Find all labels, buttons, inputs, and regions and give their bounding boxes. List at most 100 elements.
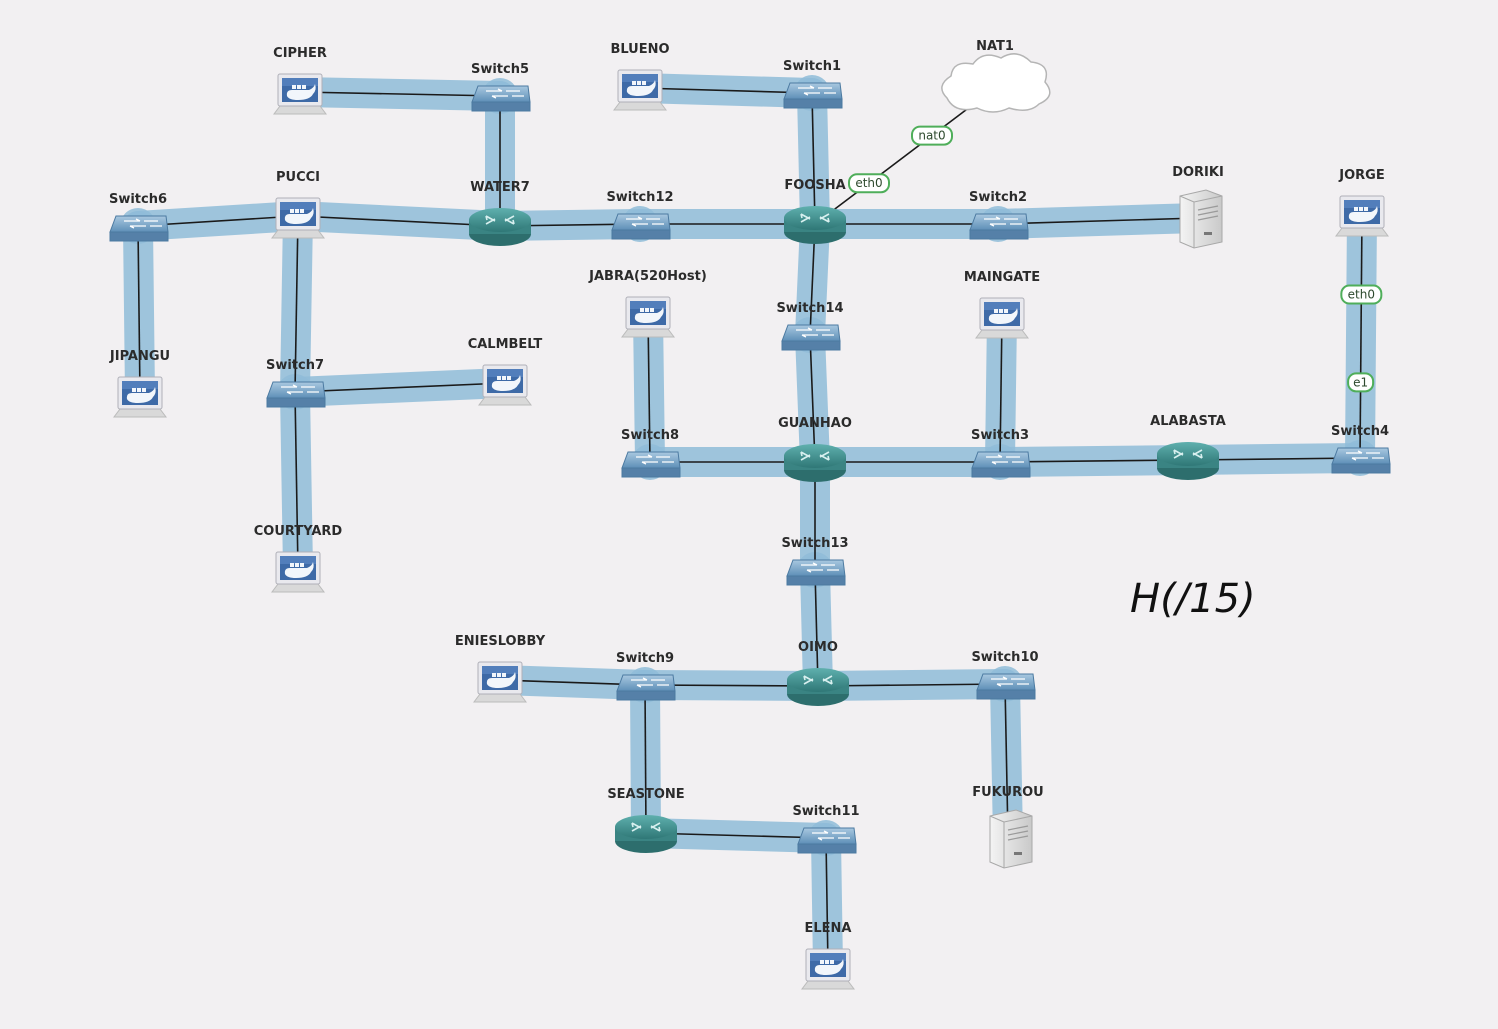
- node-label-doriki: DORIKI: [1172, 165, 1224, 180]
- node-switch1-switch-icon[interactable]: [783, 82, 843, 109]
- labels-layer: CIPHER Switch5 BLUENO Switch1 NAT1 Switch6 PUC…: [109, 39, 1389, 936]
- node-label-alabasta: ALABASTA: [1150, 414, 1226, 429]
- link-maingate-switch3[interactable]: [999, 315, 1003, 463]
- node-label-switch14: Switch14: [776, 301, 843, 316]
- node-label-switch3: Switch3: [971, 428, 1029, 443]
- node-switch7-switch-icon[interactable]: [266, 381, 326, 408]
- link-oimo-switch10[interactable]: [817, 683, 1006, 687]
- link-switch1-foosha[interactable]: [811, 92, 816, 225]
- node-label-maingate: MAINGATE: [964, 270, 1040, 285]
- node-switch2-switch-icon[interactable]: [969, 213, 1029, 240]
- iface-badge-eth0: eth0: [848, 173, 890, 194]
- node-calmbelt-host-icon[interactable]: [478, 364, 532, 406]
- iface-label: e1: [1353, 375, 1368, 389]
- node-label-pucci: PUCCI: [276, 170, 320, 185]
- node-nat1-cloud-icon[interactable]: [941, 53, 1051, 113]
- link-switch9-seastone[interactable]: [644, 684, 647, 834]
- node-jipangu-host-icon[interactable]: [113, 376, 167, 418]
- node-switch12-switch-icon[interactable]: [611, 213, 671, 240]
- node-label-enieslobby: ENIESLOBBY: [455, 634, 546, 649]
- node-switch11-switch-icon[interactable]: [797, 827, 857, 854]
- link-cipher-switch5[interactable]: [299, 91, 501, 97]
- node-oimo-router-icon[interactable]: [787, 668, 849, 706]
- node-label-seastone: SEASTONE: [607, 787, 684, 802]
- node-alabasta-router-icon[interactable]: [1157, 442, 1219, 480]
- link-switch2-doriki[interactable]: [997, 217, 1199, 225]
- link-pucci-water7[interactable]: [297, 215, 501, 227]
- iface-badge-nat0: nat0: [911, 125, 953, 146]
- node-label-blueno: BLUENO: [610, 42, 669, 57]
- node-label-guanhao: GUANHAO: [778, 416, 852, 431]
- node-label-courtyard: COURTYARD: [254, 524, 343, 539]
- handwritten-note: H(/15): [1130, 576, 1256, 622]
- node-label-switch11: Switch11: [792, 804, 859, 819]
- node-switch13-switch-icon[interactable]: [786, 559, 846, 586]
- node-enieslobby-host-icon[interactable]: [473, 661, 527, 703]
- link-switch7-calmbelt[interactable]: [294, 382, 506, 393]
- node-label-switch12: Switch12: [606, 190, 673, 205]
- node-switch6-switch-icon[interactable]: [109, 215, 169, 242]
- node-label-foosha: FOOSHA: [784, 178, 845, 193]
- node-fukurou-server-icon[interactable]: [989, 809, 1033, 869]
- node-guanhao-router-icon[interactable]: [784, 444, 846, 482]
- node-label-jabra: JABRA(520Host): [588, 269, 707, 284]
- node-courtyard-host-icon[interactable]: [271, 551, 325, 593]
- link-switch3-alabasta[interactable]: [999, 459, 1189, 463]
- link-jabra-switch8[interactable]: [647, 314, 651, 463]
- node-switch9-switch-icon[interactable]: [616, 674, 676, 701]
- node-switch8-switch-icon[interactable]: [621, 451, 681, 478]
- node-label-switch4: Switch4: [1331, 424, 1389, 439]
- iface-label: eth0: [1348, 288, 1375, 302]
- node-label-nat1: NAT1: [976, 39, 1014, 54]
- node-label-elena: ELENA: [805, 921, 852, 936]
- iface-label: eth0: [855, 176, 882, 190]
- iface-badge-eth0: eth0: [1340, 284, 1383, 305]
- node-cipher-host-icon[interactable]: [273, 73, 327, 115]
- node-jabra-host-icon[interactable]: [621, 296, 675, 338]
- node-foosha-router-icon[interactable]: [784, 206, 846, 244]
- nodes-layer: [109, 53, 1391, 990]
- iface-label: nat0: [918, 129, 945, 143]
- node-label-jorge: JORGE: [1338, 168, 1384, 183]
- node-switch3-switch-icon[interactable]: [971, 451, 1031, 478]
- node-switch4-switch-icon[interactable]: [1331, 447, 1391, 474]
- link-jorge-switch4[interactable]: [1359, 213, 1363, 459]
- link-switch13-oimo[interactable]: [814, 569, 819, 687]
- node-label-oimo: OIMO: [798, 640, 838, 655]
- node-label-fukurou: FUKUROU: [972, 785, 1043, 800]
- node-label-switch2: Switch2: [969, 190, 1027, 205]
- link-switch11-elena[interactable]: [825, 837, 829, 968]
- link-switch6-jipangu[interactable]: [137, 225, 141, 396]
- iface-badge-e1: e1: [1347, 372, 1375, 393]
- node-switch10-switch-icon[interactable]: [976, 673, 1036, 700]
- node-label-switch5: Switch5: [471, 62, 529, 77]
- node-label-switch13: Switch13: [781, 536, 848, 551]
- node-doriki-server-icon[interactable]: [1179, 189, 1223, 249]
- link-switch7-courtyard[interactable]: [294, 391, 299, 571]
- node-label-switch7: Switch7: [266, 358, 324, 373]
- link-switch14-guanhao[interactable]: [809, 334, 816, 463]
- link-pucci-switch7[interactable]: [294, 215, 299, 393]
- node-label-switch9: Switch9: [616, 651, 674, 666]
- node-seastone-router-icon[interactable]: [615, 815, 677, 853]
- iface-layer: eth0 nat0 eth0 e1: [848, 125, 1383, 393]
- node-label-switch10: Switch10: [971, 650, 1038, 665]
- node-label-switch8: Switch8: [621, 428, 679, 443]
- node-label-water7: WATER7: [470, 180, 530, 195]
- node-water7-router-icon[interactable]: [469, 208, 531, 246]
- node-elena-host-icon[interactable]: [801, 948, 855, 990]
- node-switch5-switch-icon[interactable]: [471, 85, 531, 112]
- node-label-switch1: Switch1: [783, 59, 841, 74]
- node-jorge-host-icon[interactable]: [1335, 195, 1389, 237]
- node-label-calmbelt: CALMBELT: [468, 337, 543, 352]
- link-blueno-switch1[interactable]: [639, 87, 813, 94]
- node-pucci-host-icon[interactable]: [271, 197, 325, 239]
- node-label-jipangu: JIPANGU: [109, 349, 170, 364]
- node-label-switch6: Switch6: [109, 192, 167, 207]
- link-foosha-nat1[interactable]: [814, 87, 996, 225]
- node-switch14-switch-icon[interactable]: [781, 324, 841, 351]
- node-blueno-host-icon[interactable]: [613, 69, 667, 111]
- node-label-cipher: CIPHER: [273, 46, 327, 61]
- node-maingate-host-icon[interactable]: [975, 297, 1029, 339]
